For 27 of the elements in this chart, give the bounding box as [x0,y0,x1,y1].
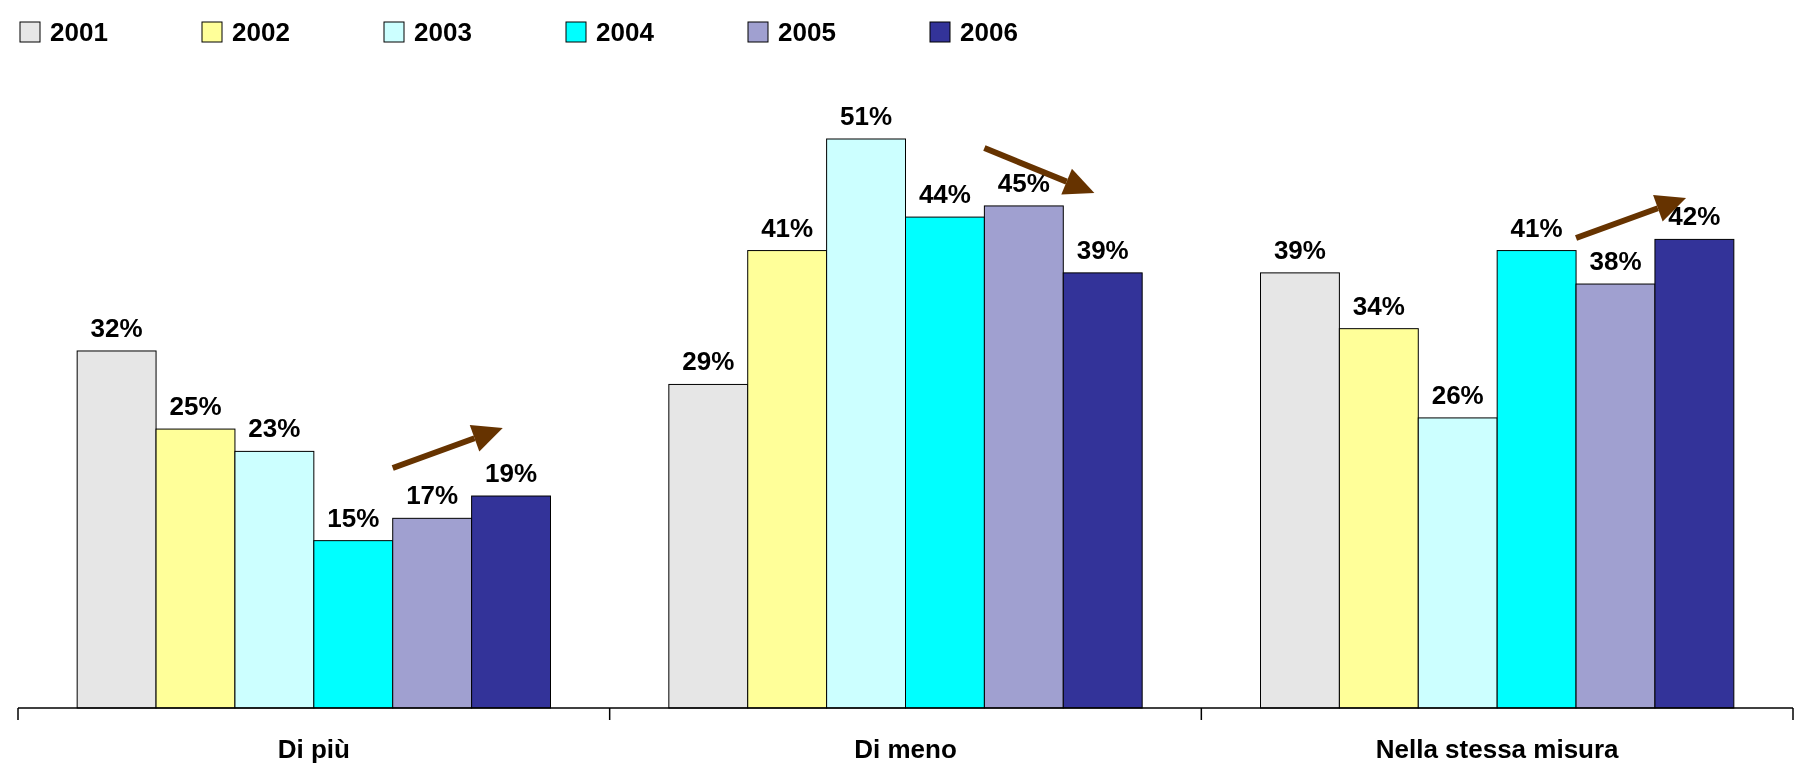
x-tick-label: Nella stessa misura [1375,734,1620,764]
data-label: 39% [1076,234,1129,265]
legend-label: 2002 [232,17,290,47]
data-label: 29% [682,346,735,377]
x-tick-label: Di più [277,734,350,764]
legend-label: 2001 [50,17,108,47]
data-label: 51% [840,101,893,131]
x-tick-label: Di meno [854,734,957,764]
data-label: 34% [1352,290,1405,321]
data-label: 32% [90,312,143,343]
data-label: 44% [918,179,971,210]
data-label: 42% [1668,201,1721,232]
data-label: 17% [406,480,459,511]
legend-label: 2006 [960,17,1018,47]
data-label: 25% [169,391,222,422]
data-label: 39% [1273,234,1326,265]
legend-label: 2005 [778,17,836,47]
data-label: 38% [1589,246,1642,277]
data-label: 41% [761,212,814,243]
data-label: 26% [1431,379,1484,410]
data-label: 19% [485,458,538,489]
data-label: 45% [997,167,1050,198]
data-label: 23% [248,413,301,444]
legend-label: 2004 [596,17,655,47]
legend-label: 2003 [414,17,472,47]
data-label: 41% [1510,212,1563,243]
data-label: 15% [327,502,380,533]
